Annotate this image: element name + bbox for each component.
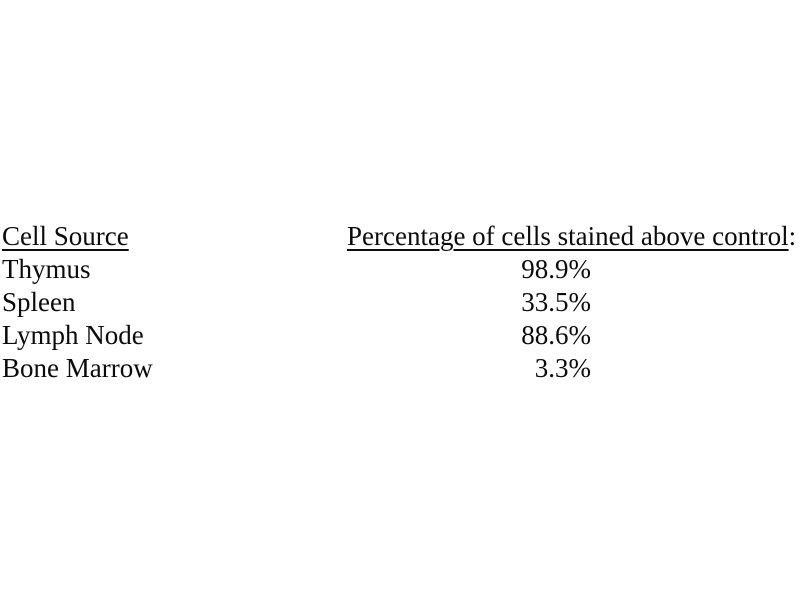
percentage-value: 88.6% xyxy=(521,320,591,350)
table-row: Thymus 98.9% xyxy=(0,254,800,287)
table-row: Spleen 33.5% xyxy=(0,287,800,320)
table-row: Bone Marrow 3.3% xyxy=(0,353,800,386)
table-row: Lymph Node 88.6% xyxy=(0,320,800,353)
header-percentage-text: Percentage of cells stained above contro… xyxy=(347,221,789,251)
header-percentage-colon: : xyxy=(788,221,797,251)
cell-source-label: Spleen xyxy=(2,287,76,317)
header-percentage: Percentage of cells stained above contro… xyxy=(347,221,796,252)
cell-source-label: Thymus xyxy=(2,254,91,284)
percentage-value: 98.9% xyxy=(521,254,591,284)
percentage-value: 3.3% xyxy=(534,353,591,383)
cell-source-label: Bone Marrow xyxy=(2,353,153,383)
staining-table: Cell Source Percentage of cells stained … xyxy=(0,221,800,386)
header-cell-source: Cell Source xyxy=(2,221,129,251)
percentage-value: 33.5% xyxy=(521,287,591,317)
table-header-row: Cell Source Percentage of cells stained … xyxy=(0,221,800,254)
cell-source-label: Lymph Node xyxy=(2,320,144,350)
